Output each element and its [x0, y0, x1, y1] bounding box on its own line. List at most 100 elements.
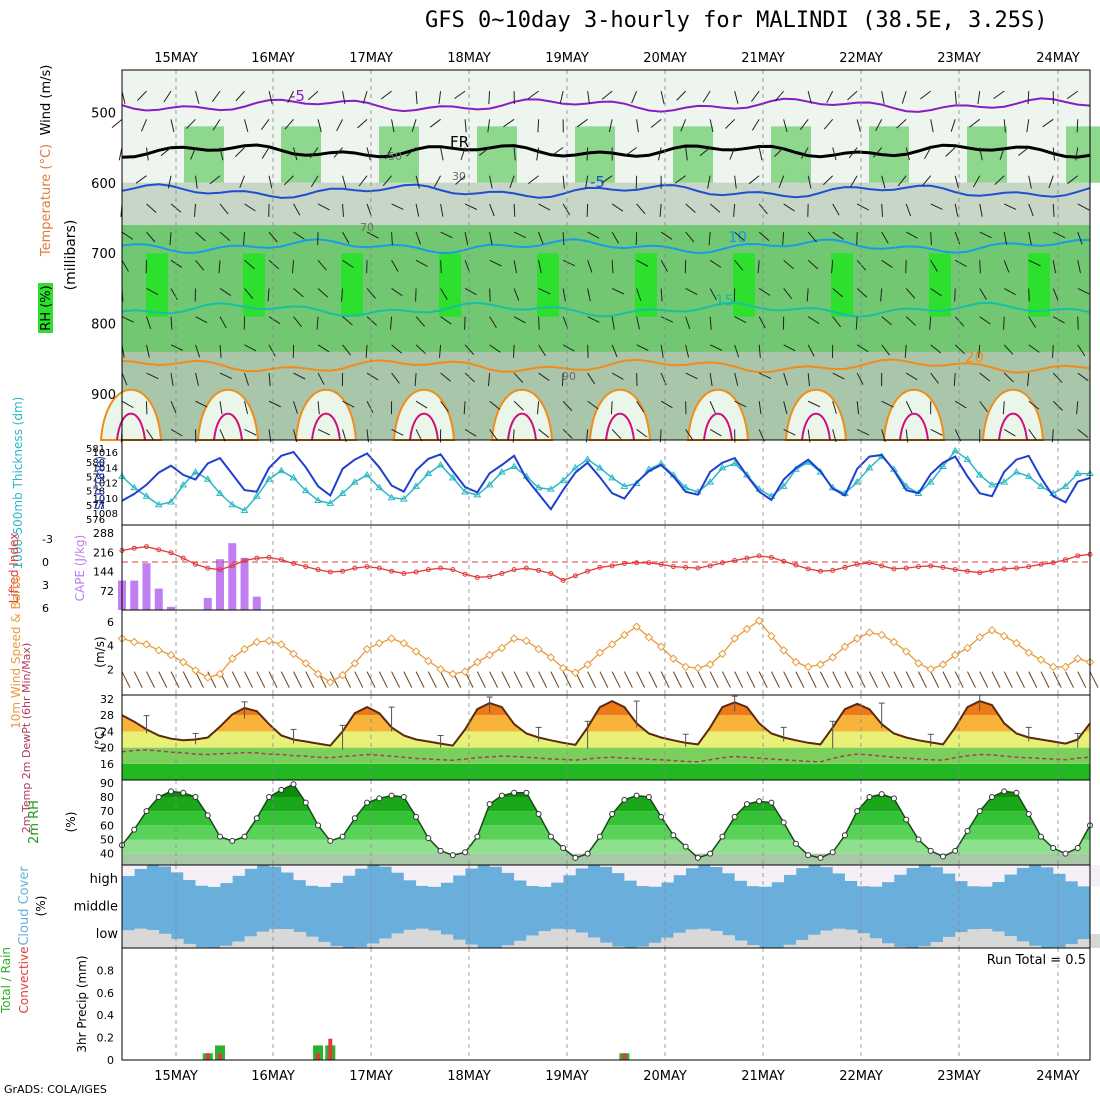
- rh-point: [927, 847, 934, 854]
- legend-precip-total: Total / Rain: [0, 947, 13, 1014]
- wind-barb: [195, 372, 199, 386]
- wind-barb: [454, 90, 466, 100]
- wind-barb: [930, 119, 934, 133]
- wind-barb: [382, 175, 392, 186]
- wind-barb: [438, 344, 442, 358]
- wind-barb: [774, 90, 785, 102]
- wind-barb: [366, 147, 371, 161]
- surface-wind-barb: [648, 671, 658, 688]
- wind-barb: [463, 401, 466, 415]
- li-point: [1013, 565, 1019, 571]
- wind-speed-point: [742, 624, 752, 634]
- wind-barb: [268, 231, 278, 243]
- pressure-tick-label: 900: [91, 388, 116, 403]
- temp-bulge: [392, 388, 456, 441]
- wind-barb: [244, 288, 254, 299]
- li-point: [352, 565, 358, 571]
- precip-convective-bar: [218, 1053, 223, 1060]
- wind-barb: [244, 428, 257, 436]
- wind-barb: [832, 316, 842, 328]
- wind-barb: [340, 288, 344, 302]
- wind-barb: [758, 147, 763, 161]
- rh-point: [988, 794, 995, 800]
- wind-barb: [317, 344, 330, 353]
- wind-barb: [411, 119, 417, 132]
- rh-point: [670, 832, 677, 839]
- wind-speed-point: [289, 649, 298, 659]
- thickness-point: [277, 466, 286, 474]
- wind-barb: [415, 400, 428, 409]
- cloud-high-cell: [465, 865, 478, 869]
- wind-barb: [587, 316, 600, 323]
- wind-barb: [489, 232, 493, 245]
- wind-barb: [930, 203, 943, 210]
- cape-bar: [252, 596, 261, 610]
- wind-barb: [1002, 401, 1005, 415]
- rh-point: [903, 816, 910, 823]
- wind-barb: [562, 288, 566, 302]
- temp-bulge: [196, 388, 260, 441]
- rh-point: [1013, 789, 1020, 796]
- cape-bar: [203, 597, 212, 610]
- cloud-high-cell: [391, 865, 405, 873]
- wind-speed-point: [252, 637, 262, 647]
- thickness-point: [1061, 482, 1070, 489]
- temp-color-band: [122, 731, 1090, 748]
- wind-speed-point: [411, 647, 421, 656]
- li-point: [523, 565, 529, 571]
- li-point: [854, 561, 860, 567]
- cloud-high-cell: [220, 865, 233, 884]
- surface-wind-barb: [954, 671, 964, 688]
- wind-barb: [268, 91, 273, 104]
- wind-barb: [881, 400, 894, 408]
- rh-point: [511, 789, 518, 796]
- rh-point: [572, 854, 579, 861]
- surface-wind-barb: [1016, 671, 1025, 688]
- wind-barb: [415, 344, 426, 355]
- day-label-bottom: 16MAY: [251, 1069, 295, 1084]
- rh-band-moist: [477, 126, 517, 183]
- rh-point: [964, 828, 971, 834]
- thickness-point: [461, 488, 469, 495]
- li-point: [707, 563, 713, 569]
- thickness-point: [216, 489, 224, 496]
- wind-barb: [685, 316, 691, 330]
- surface-wind-barb: [170, 671, 180, 688]
- wind-barb: [709, 401, 716, 414]
- wind-barb: [310, 175, 319, 188]
- cloud-high-cell: [330, 865, 343, 883]
- cloud-low-cell: [991, 931, 1005, 948]
- day-label-top: 20MAY: [643, 51, 687, 66]
- wind-barb: [170, 428, 183, 437]
- wind-barb: [969, 118, 981, 128]
- wind-barb: [170, 372, 174, 386]
- wind-barb: [905, 401, 913, 414]
- cloud-low-cell: [416, 928, 429, 948]
- ylabel-temperature: Temperature (°C): [39, 144, 54, 257]
- wind-barb: [170, 401, 177, 414]
- surface-wind-barb: [844, 671, 854, 688]
- li-point: [340, 568, 346, 574]
- pressure-tick-label: 700: [91, 247, 116, 262]
- wind-barb: [307, 90, 319, 101]
- day-label-bottom: 21MAY: [741, 1069, 785, 1084]
- surface-wind-barb: [660, 671, 670, 688]
- rh-point: [192, 794, 199, 800]
- temp-bulge-warm: [507, 412, 537, 441]
- wind-barb: [930, 260, 938, 272]
- li-point: [781, 558, 787, 564]
- wind-barb: [832, 203, 840, 216]
- wind-barb: [1053, 231, 1066, 239]
- wind-barb: [342, 316, 353, 326]
- wind-barb: [561, 373, 564, 387]
- wind-barb: [585, 175, 589, 189]
- surface-wind-barb: [893, 671, 903, 688]
- wind-barb: [709, 288, 717, 301]
- wind-barb: [415, 316, 426, 327]
- rh-base-band: [122, 853, 1090, 865]
- cloud-high-cell: [1040, 865, 1054, 868]
- wind-barb: [807, 259, 819, 270]
- precip-convective-bar: [205, 1053, 210, 1060]
- wind-barb: [391, 203, 404, 210]
